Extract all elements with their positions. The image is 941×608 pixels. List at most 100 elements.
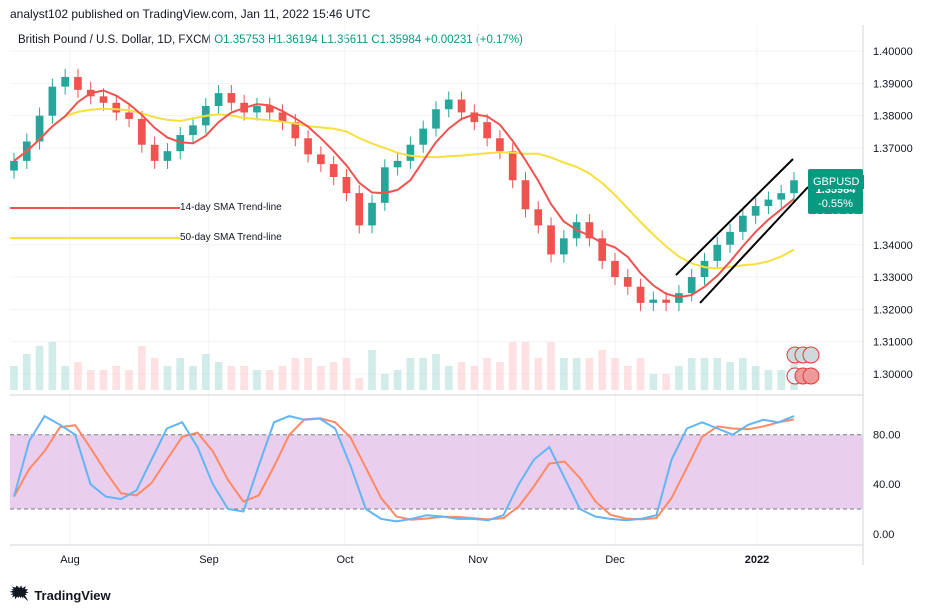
candle-body (496, 138, 504, 152)
stoch-k-line (13, 414, 795, 523)
tradingview-logo-icon[interactable]: 🗮 (10, 585, 29, 602)
volume-bar (585, 358, 594, 390)
candle-body (457, 99, 466, 113)
volume-bar (99, 370, 108, 390)
candle-body (623, 277, 632, 287)
y-tick-label: 1.31000 (873, 337, 913, 349)
candle-body (138, 118, 146, 145)
candle-body (265, 106, 274, 113)
candle-body (48, 86, 57, 116)
volume-bar (598, 350, 607, 390)
x-tick-label: Sep (199, 554, 219, 566)
candle-body (291, 122, 300, 139)
candle-body (585, 222, 594, 239)
volume-bar (726, 362, 734, 390)
candle-body (10, 160, 18, 171)
candle-body (125, 112, 133, 119)
volume-bar (48, 342, 57, 390)
volume-bar (508, 342, 517, 390)
volume-bar (739, 358, 747, 390)
symbol-badge: GBPUSD (808, 172, 865, 190)
y-tick-label: 1.32000 (873, 304, 913, 316)
candle-body (790, 180, 798, 194)
y-tick-label: 1.38000 (873, 111, 913, 123)
volume-bar (265, 370, 274, 390)
candle-body (470, 112, 479, 123)
stochastic-lines (13, 414, 795, 523)
candles (10, 68, 798, 311)
published-header: analyst102 published on TradingView.com,… (10, 7, 371, 21)
candle-body (726, 231, 734, 245)
trend-channel (675, 158, 809, 304)
volume-bars (10, 342, 798, 390)
volume-bar (317, 366, 325, 390)
candle-body (214, 93, 223, 106)
volume-bar (138, 346, 146, 390)
candle-body (700, 260, 709, 278)
x-tick-label: 2022 (745, 554, 769, 566)
candle-body (406, 144, 415, 161)
x-tick-label: Nov (468, 554, 488, 566)
volume-bar (457, 362, 466, 390)
sma50-line (13, 107, 795, 270)
volume-bar (163, 366, 172, 390)
footer: 🗮 TradingView (10, 583, 111, 608)
volume-bar (713, 358, 722, 390)
volume-bar (291, 358, 300, 390)
candle-body (393, 160, 402, 168)
volume-bar (700, 358, 709, 390)
volume-bar (74, 362, 82, 390)
volume-bar (547, 342, 555, 390)
candle-body (317, 154, 325, 165)
volume-bar (534, 358, 543, 390)
candle-body (61, 76, 69, 87)
candle-body (598, 238, 607, 261)
candle-body (764, 199, 773, 207)
volume-bar (35, 346, 44, 390)
sma50-label: 50-day SMA Trend-line (180, 232, 282, 243)
volume-bar (521, 342, 530, 390)
volume-bar (240, 366, 248, 390)
candle-body (739, 215, 747, 232)
countdown: 06:13:33 (814, 212, 857, 224)
symbol-title[interactable]: British Pound / U.S. Dollar, 1D, FXCM (18, 34, 212, 46)
y-tick-label: 1.30000 (873, 369, 913, 381)
channel-upper-line (675, 158, 794, 276)
volume-bar (406, 358, 415, 390)
volume-bar (329, 362, 338, 390)
y-tick-label: 1.40000 (873, 46, 913, 58)
volume-bar (751, 366, 760, 390)
candle-body (368, 202, 376, 226)
volume-bar (675, 366, 683, 390)
candle-body (150, 144, 159, 161)
candle-body (419, 128, 428, 145)
volume-bar (572, 358, 581, 390)
volume-bar (342, 358, 351, 390)
candle-body (649, 299, 658, 303)
stoch-d-line (13, 417, 795, 521)
volume-bar (304, 358, 312, 390)
volume-bar (496, 362, 504, 390)
brand-name[interactable]: TradingView (34, 588, 111, 603)
candle-body (329, 164, 338, 177)
volume-bar (662, 374, 670, 390)
symbol-badge-text: GBPUSD (808, 175, 865, 189)
volume-bar (649, 374, 658, 390)
volume-bar (444, 366, 453, 390)
candle-body (253, 106, 261, 113)
volume-bar (10, 366, 18, 390)
close-value: C1.35984 (371, 34, 422, 46)
candle-body (713, 244, 722, 261)
candle-body (163, 151, 172, 161)
sma-lines (13, 89, 795, 299)
y-tick-label: 1.39000 (873, 78, 913, 90)
volume-bar (393, 370, 402, 390)
volume-bar (777, 370, 786, 390)
y-tick-label: 1.37000 (873, 143, 913, 155)
candle-body (534, 209, 543, 226)
candle-body (74, 76, 82, 90)
candle-body (444, 99, 453, 110)
candle-body (636, 286, 645, 303)
candle-body (278, 112, 287, 123)
